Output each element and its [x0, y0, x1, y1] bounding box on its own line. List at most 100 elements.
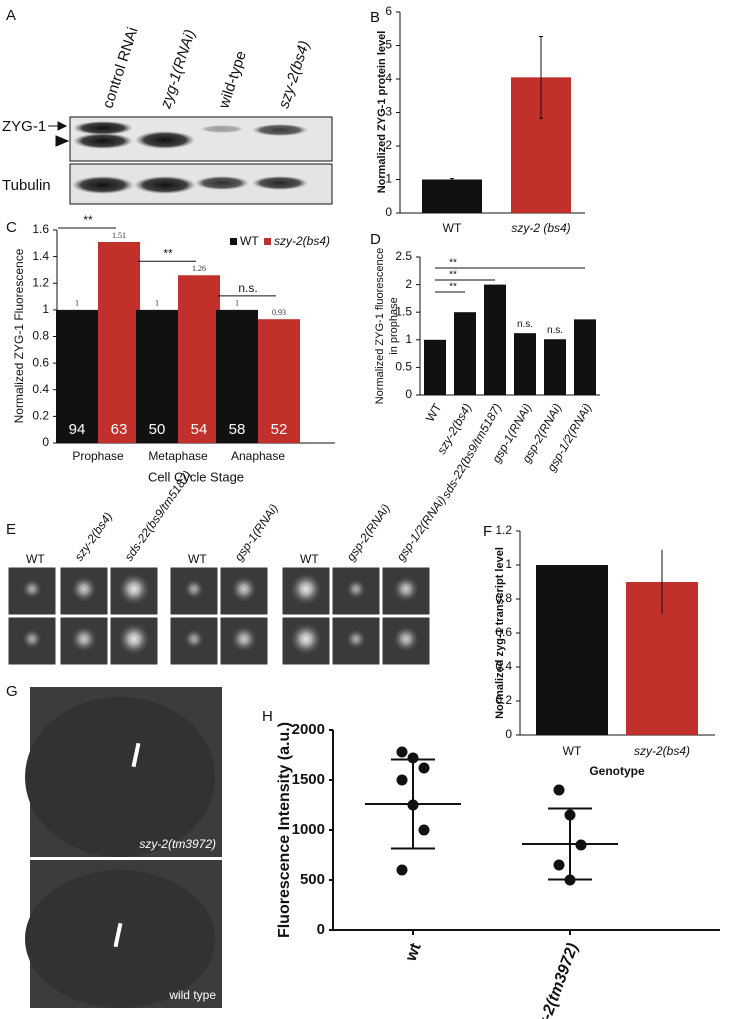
y-tick-label: 2	[405, 277, 412, 291]
value-label: 1	[235, 299, 239, 308]
y-axis-label: Normalized ZYG-1 protein level	[376, 31, 388, 194]
centrosome-signal	[184, 629, 204, 649]
sd-bar	[548, 807, 592, 881]
data-point	[396, 774, 408, 786]
y-tick-label: 0.2	[32, 409, 49, 423]
value-label: 1	[155, 299, 159, 308]
image-label: szy-2(tm3972)	[139, 837, 216, 851]
y-axis-label: Normalized zyg-1 transcript level	[494, 547, 506, 719]
bar	[56, 309, 98, 443]
y-axis-label: in prophase	[388, 297, 400, 355]
bar	[136, 309, 178, 443]
panel-letter: F	[483, 523, 492, 540]
centrosome-signal	[22, 579, 42, 599]
bar	[544, 339, 566, 395]
band	[195, 176, 249, 190]
x-axis-label: Cell Cycle Stage	[148, 469, 244, 484]
y-tick-label: 1	[385, 172, 392, 186]
data-point	[553, 784, 565, 796]
legend-label: szy-2(bs4)	[274, 234, 330, 248]
centrosome-signal	[346, 579, 366, 599]
y-tick-label: 0.8	[495, 591, 512, 605]
y-tick-label: 1	[42, 302, 49, 316]
significance-label: n.s.	[517, 319, 533, 330]
value-label: 0.93	[272, 308, 286, 317]
image-label: WT	[300, 552, 319, 566]
arrow	[48, 121, 68, 131]
error-cap	[450, 177, 454, 182]
y-tick-label: 0	[385, 205, 392, 219]
y-tick-label: 0.6	[495, 625, 512, 639]
y-tick-label: 1	[505, 557, 512, 571]
y-tick-label: 2.5	[395, 249, 412, 263]
image-label: szy-2(bs4)	[72, 510, 116, 564]
value-label: 1	[75, 299, 79, 308]
lane-label: szy-2(bs4)	[275, 39, 313, 111]
legend-swatch	[264, 238, 271, 245]
band	[73, 133, 133, 149]
spindle-signal	[131, 742, 141, 768]
x-tick-label: WT	[423, 401, 445, 425]
bar	[484, 284, 506, 395]
centrosome-signal	[71, 576, 97, 602]
y-tick-label: 0.4	[32, 382, 49, 396]
embryo	[25, 870, 215, 1008]
count-label: 54	[191, 421, 208, 438]
y-tick-label: 2000	[292, 721, 325, 738]
panel-letter: C	[6, 219, 17, 236]
significance-label: n.s.	[238, 281, 257, 295]
y-tick-label: 1.4	[32, 249, 49, 263]
bar	[424, 339, 446, 395]
centrosome-signal	[231, 626, 257, 652]
x-axis-label: Genotype	[589, 764, 645, 778]
band	[252, 124, 308, 136]
lane-label: control RNAi	[99, 25, 141, 110]
x-tick-label: Prophase	[72, 449, 124, 463]
data-point	[553, 859, 565, 871]
y-tick-label: 0.5	[395, 360, 412, 374]
bar	[514, 333, 536, 395]
row-label: Tubulin	[2, 177, 51, 194]
x-tick-label: WT	[563, 744, 582, 758]
panel-letter: B	[370, 9, 380, 26]
panel-letter: G	[6, 683, 18, 700]
y-tick-label: 6	[385, 4, 392, 18]
panel-letter: H	[262, 708, 273, 725]
y-tick-label: 1.2	[495, 523, 512, 537]
centrosome-signal	[118, 623, 150, 655]
significance-label: **	[163, 246, 173, 260]
western-blot	[48, 116, 333, 205]
y-tick-label: 0.4	[495, 659, 512, 673]
band	[72, 176, 134, 194]
value-label: 1.26	[192, 264, 206, 273]
image-label: gsp-2(RNAi)	[344, 501, 393, 563]
lane-label: zyg-1(RNAi)	[157, 28, 199, 112]
y-tick-label: 0.2	[495, 693, 512, 707]
data-point	[418, 824, 430, 836]
centrosome-signal	[71, 626, 97, 652]
image-label: gsp-1/2(RNAi)	[394, 493, 449, 563]
significance-label: **	[83, 213, 93, 227]
y-tick-label: 1	[405, 332, 412, 346]
band	[73, 121, 133, 135]
y-axis-label: Normalized ZYG-1 fluorescence	[374, 248, 386, 405]
y-tick-label: 3	[385, 105, 392, 119]
bar	[422, 179, 482, 213]
value-label: 1.51	[112, 231, 126, 240]
centrosome-signal	[184, 579, 204, 599]
y-tick-label: 0.8	[32, 329, 49, 343]
panel-letter: D	[370, 231, 381, 248]
centrosome-signal	[393, 576, 419, 602]
y-tick-label: 0	[42, 435, 49, 449]
band	[134, 176, 196, 194]
sd-bar	[391, 758, 435, 850]
data-point	[396, 746, 408, 758]
centrosome-signal	[346, 629, 366, 649]
panel-letter: A	[6, 7, 16, 24]
significance-label: **	[449, 282, 457, 293]
band	[252, 176, 308, 190]
x-tick-label: szy-2(bs4)	[634, 744, 690, 758]
bar	[536, 565, 608, 735]
image-label: wild type	[168, 988, 216, 1002]
